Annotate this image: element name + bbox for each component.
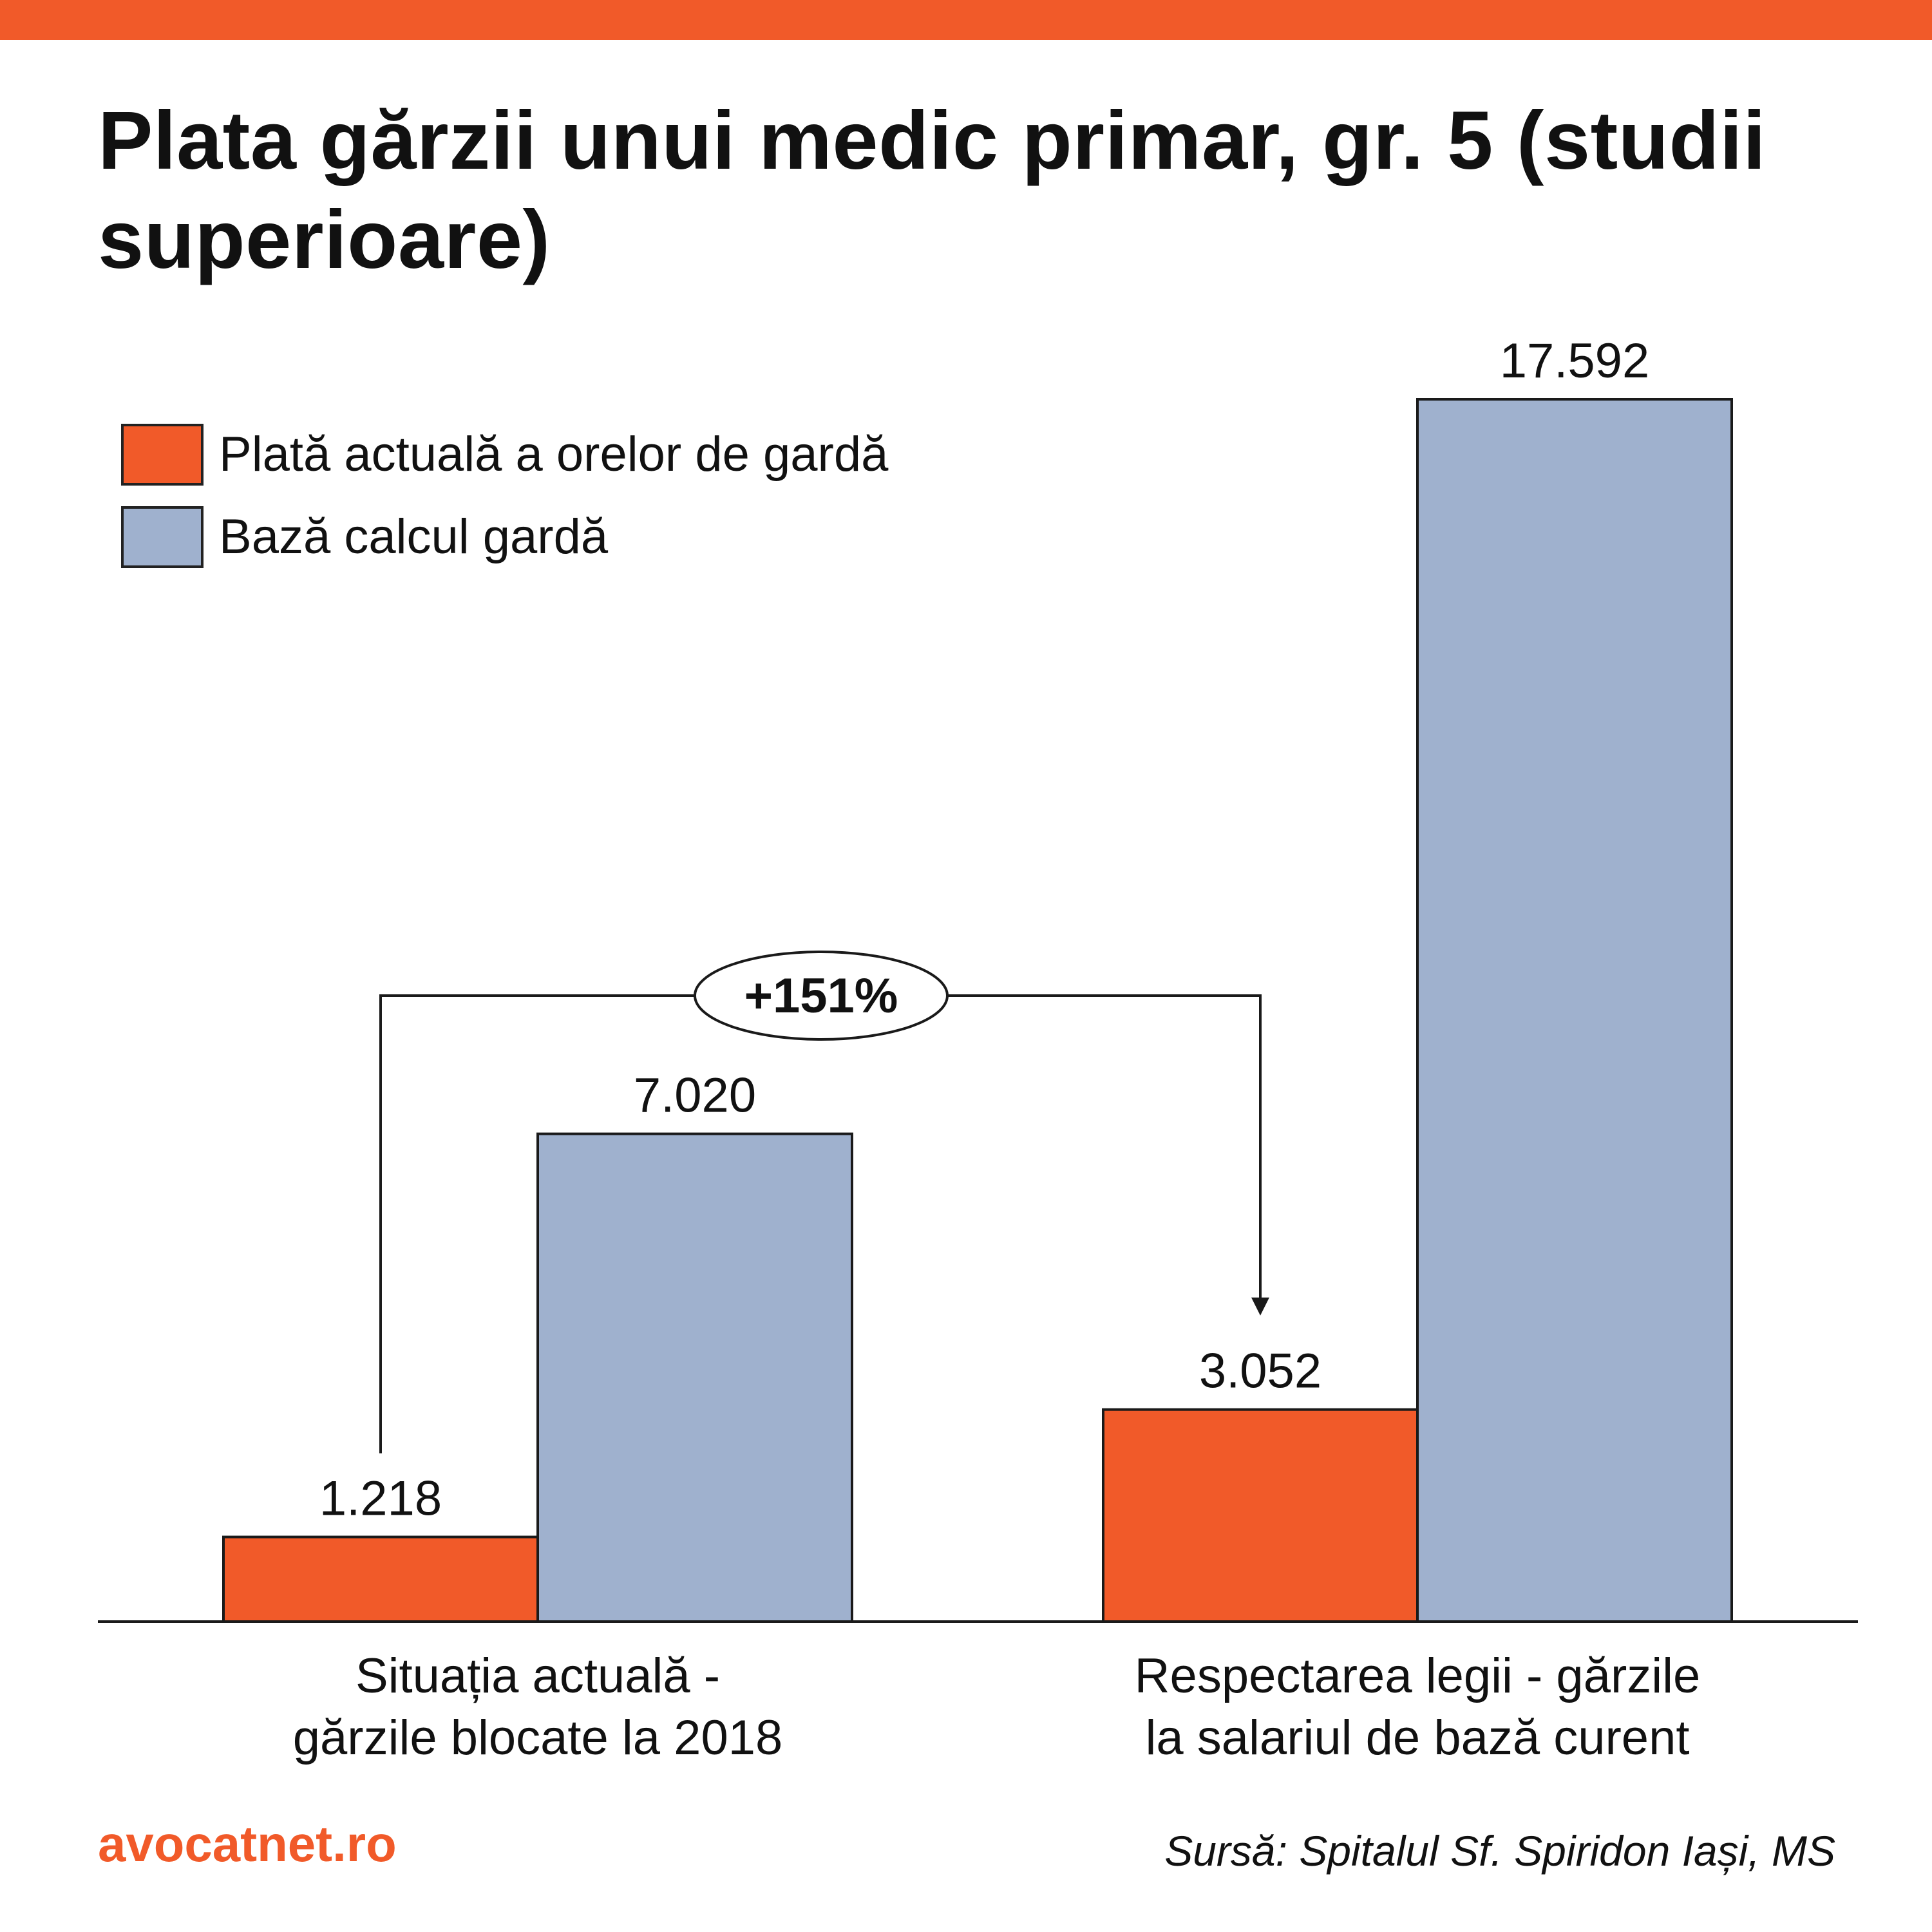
annotation-badge xyxy=(694,951,949,1041)
legend-item-base: Bază calcul gardă xyxy=(121,505,888,569)
data-label: 17.592 xyxy=(1500,334,1649,388)
legend: Plată actuală a orelor de gardă Bază cal… xyxy=(121,422,888,587)
bar xyxy=(1102,1408,1419,1624)
footer-source: Sursă: Spitalul Sf. Spiridon Iași, MS xyxy=(1164,1827,1835,1875)
footer-brand[interactable]: avocatnet.ro xyxy=(98,1815,397,1872)
bar xyxy=(1416,398,1733,1623)
category-tick-label: Situația actuală - xyxy=(355,1649,720,1703)
annotation-arrowhead xyxy=(1251,1297,1269,1316)
annotation-label: +151% xyxy=(744,969,898,1023)
data-label: 7.020 xyxy=(634,1068,756,1123)
bar xyxy=(536,1132,853,1623)
legend-item-actual: Plată actuală a orelor de gardă xyxy=(121,422,888,487)
bar xyxy=(222,1535,539,1624)
top-accent-bar xyxy=(0,0,1932,40)
category-tick-label: Respectarea legii - gărzile xyxy=(1135,1649,1701,1703)
legend-swatch-actual xyxy=(121,424,204,486)
legend-label-base: Bază calcul gardă xyxy=(219,509,609,564)
data-label: 3.052 xyxy=(1199,1344,1321,1399)
legend-label-actual: Plată actuală a orelor de gardă xyxy=(219,427,889,482)
category-tick-label: gărzile blocate la 2018 xyxy=(293,1710,783,1765)
category-tick-label: la salariul de bază curent xyxy=(1146,1710,1690,1765)
legend-swatch-base xyxy=(121,506,204,568)
data-label: 1.218 xyxy=(319,1472,442,1526)
chart-title: Plata gărzii unui medic primar, gr. 5 (s… xyxy=(98,95,1766,286)
